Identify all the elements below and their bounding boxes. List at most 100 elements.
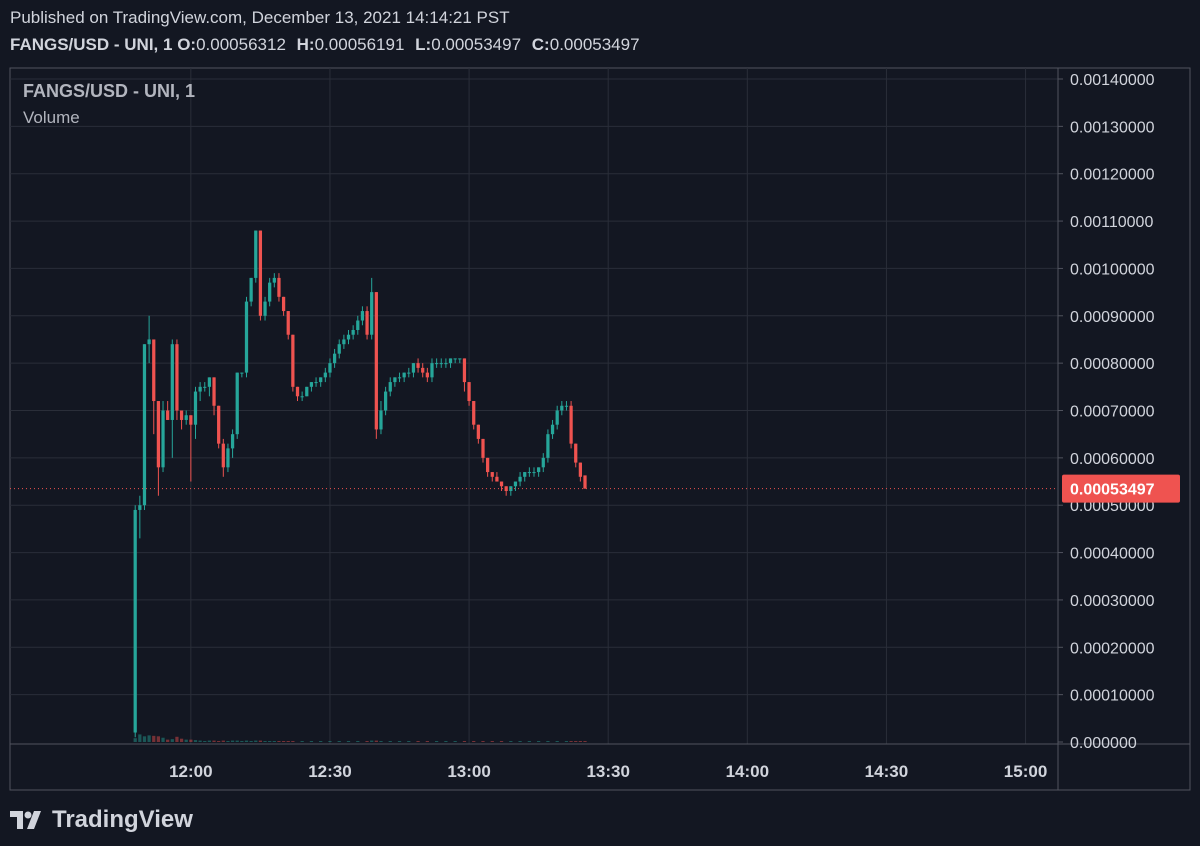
candle-body [379, 410, 383, 430]
candle-body [138, 505, 142, 510]
price-axis[interactable]: 0.00140000 0.00130000 0.00120000 0.00110000… [1058, 72, 1155, 752]
volume-bar [434, 741, 439, 742]
candle-body [574, 443, 578, 463]
candle-body [263, 301, 267, 316]
candle-body [198, 386, 202, 392]
candle-body [184, 415, 188, 420]
volume-bar [425, 741, 429, 742]
legend-symbol[interactable]: FANGS/USD - UNI, 1 [23, 81, 196, 101]
candle-body [249, 277, 253, 302]
candle-body [365, 311, 369, 335]
candle-body [254, 230, 258, 278]
candle-body [374, 292, 378, 430]
price-tick-label: 0.00100000 [1070, 261, 1155, 278]
price-tick-label: 0.00030000 [1070, 593, 1155, 610]
volume-bar [337, 741, 341, 742]
candle-body [481, 438, 485, 458]
time-tick-label: 12:00 [169, 762, 212, 781]
candle-body [309, 382, 314, 387]
candle-body [240, 372, 244, 374]
volume-bar [499, 741, 504, 742]
volume-bar [462, 741, 467, 742]
candle-body [370, 292, 374, 335]
close-value: 0.00053497 [549, 35, 640, 54]
close-label: C: [531, 35, 550, 54]
candle-body [258, 230, 263, 316]
candle-body [472, 401, 476, 425]
candle-body [490, 472, 494, 477]
candle-body [291, 334, 295, 387]
candle-body [268, 282, 272, 302]
candle-body [486, 457, 490, 473]
published-caption: Published on TradingView.com, December 1… [10, 8, 510, 27]
volume-bar [416, 741, 420, 742]
candle-body [583, 475, 587, 489]
candle-body [523, 472, 527, 477]
price-chart[interactable]: 0.00140000 0.00130000 0.00120000 0.00110000… [0, 0, 1200, 800]
candle-body [244, 301, 249, 373]
candle-body [337, 344, 341, 354]
price-tick-label: 0.00130000 [1070, 119, 1155, 136]
open-value: 0.00056312 [196, 35, 286, 54]
volume-bar [272, 741, 276, 742]
candle-body [434, 363, 439, 365]
candles [133, 230, 587, 738]
candle-body [578, 462, 582, 477]
volume-bar [203, 741, 207, 742]
volume-bar [537, 741, 541, 742]
volume-bar [147, 735, 151, 742]
volume-bar [166, 739, 170, 742]
footer-branding[interactable]: TradingView [10, 806, 193, 834]
candle-body [397, 377, 402, 379]
price-tick-label: 0.000000 [1070, 735, 1137, 752]
candle-body [189, 415, 193, 425]
volume-bar [244, 740, 249, 742]
volume-bar [309, 741, 314, 742]
volume-bar [277, 741, 281, 742]
candle-body [537, 467, 541, 473]
candle-body [564, 405, 569, 407]
volume-bar [578, 741, 582, 742]
volume-bar [217, 741, 221, 742]
price-tick-label: 0.00080000 [1070, 356, 1155, 373]
candle-body [467, 382, 471, 402]
candle-body [217, 405, 221, 444]
volume-bar [189, 739, 193, 742]
candle-body [314, 382, 318, 384]
candle-body [147, 339, 151, 345]
candle-body [207, 377, 212, 387]
candle-body [421, 367, 425, 373]
volume-bar [198, 740, 202, 742]
candle-body [495, 476, 499, 482]
candle-body [425, 372, 429, 378]
price-tick-label: 0.00070000 [1070, 404, 1155, 421]
candle-body [513, 481, 518, 487]
candle-body [212, 377, 216, 406]
candle-body [230, 434, 235, 449]
chart-frame [9, 67, 1191, 791]
tradingview-brand: TradingView [52, 806, 193, 833]
candle-body [193, 391, 198, 425]
candle-body [295, 386, 300, 397]
candle-body [402, 372, 406, 378]
price-tick-label: 0.00020000 [1070, 640, 1155, 657]
price-tick-label: 0.00090000 [1070, 309, 1155, 326]
high-value: 0.00056191 [314, 35, 405, 54]
candle-body [332, 353, 337, 364]
legend-volume[interactable]: Volume [23, 108, 80, 127]
volume-bar [370, 740, 374, 742]
candle-body [203, 386, 207, 388]
candle-body [226, 448, 230, 468]
volume-bar [300, 741, 304, 742]
volume-bar [527, 741, 531, 742]
volume-bar [555, 741, 559, 742]
candle-body [323, 372, 327, 378]
volume-bar [175, 736, 179, 742]
candle-body [555, 410, 559, 425]
time-axis[interactable]: 12:00 12:30 13:00 13:30 14:00 14:30 15:00 [169, 762, 1047, 781]
volume-bar [374, 740, 378, 742]
low-value: 0.00053497 [431, 35, 522, 54]
candle-body [221, 443, 225, 468]
volume-bar [268, 741, 272, 742]
time-tick-label: 12:30 [308, 762, 351, 781]
